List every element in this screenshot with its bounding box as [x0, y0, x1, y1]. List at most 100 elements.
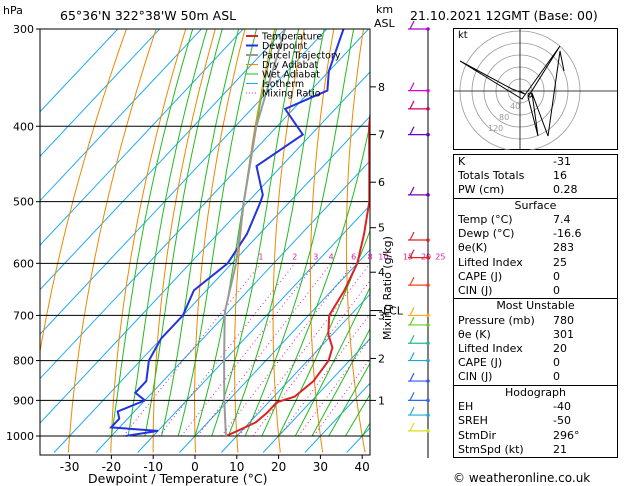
isotherm-line	[53, 115, 370, 453]
isotherm-line	[40, 29, 286, 291]
wind-level-dot	[426, 132, 430, 137]
dry-adiabat-line	[381, 18, 407, 453]
index-label: CIN (J)	[458, 370, 493, 384]
index-row: CAPE (J) 0	[454, 356, 617, 370]
isotherm-line	[40, 29, 161, 157]
isotherm-line	[95, 160, 370, 453]
index-value: 0	[553, 269, 560, 283]
wind-level-dot	[426, 323, 430, 327]
wind-barb-flag	[409, 406, 415, 416]
index-row: CAPE (J) 0	[454, 270, 617, 284]
wet-adiabat-line	[244, 29, 355, 437]
wind-level-dot	[426, 27, 430, 31]
indices-panel: K -31 Totals Totals 16 PW (cm) 0.28 Surface T…	[453, 154, 618, 458]
x-tick-label: 10	[229, 460, 244, 474]
mixing-ratio-line	[252, 280, 370, 437]
wet-adiabat-line	[211, 29, 300, 437]
wind-level-dot	[426, 255, 430, 260]
wet-adiabat-line	[311, 327, 370, 437]
mixing-ratio-label: 6	[351, 252, 356, 261]
mixing-ratio-label: 2	[292, 252, 297, 261]
wind-barb-flag	[409, 307, 415, 316]
isotherm-line	[40, 29, 203, 202]
isotherm-line	[137, 204, 370, 453]
isotherm-line	[40, 29, 370, 380]
p-tick-label: 800	[13, 355, 34, 368]
km-tick-label: 3	[378, 309, 385, 322]
x-tick-label: -30	[60, 460, 80, 474]
index-label: PW (cm)	[458, 183, 505, 197]
index-row: θe(K) 283	[454, 241, 617, 255]
surface-box: Surface Temp (°C) 7.4 Dewp (°C) -16.6 θe(K) 2…	[453, 198, 618, 300]
mixing-ratio-line	[313, 357, 370, 437]
index-value: 25	[553, 255, 567, 269]
mixing-ratio-label: 10	[378, 252, 388, 261]
wind-barb-flag	[409, 231, 415, 241]
general-indices-box: K -31 Totals Totals 16 PW (cm) 0.28	[453, 154, 618, 199]
index-label: CAPE (J)	[458, 269, 503, 283]
km-tick-label: 2	[378, 352, 385, 365]
index-value: 0	[553, 356, 560, 370]
mixing-ratio-line	[180, 262, 317, 437]
wind-level-dot	[426, 341, 430, 346]
dry-adiabat-line	[152, 29, 216, 453]
index-value: -40	[553, 400, 571, 414]
index-value: -16.6	[553, 227, 582, 241]
most-unstable-title: Most Unstable	[496, 299, 575, 313]
index-row: Lifted Index 20	[454, 342, 617, 356]
pressure-unit-label: hPa	[3, 4, 23, 17]
legend-label: Mixing Ratio	[262, 89, 321, 100]
index-value: 0	[553, 284, 560, 297]
index-label: Lifted Index	[458, 342, 523, 356]
index-label: EH	[458, 400, 474, 414]
station-label: 65°36'N 322°38'W 50m ASL	[60, 8, 237, 23]
index-row: Temp (°C) 7.4	[454, 213, 617, 227]
wind-barb-flag	[409, 392, 415, 401]
wind-level-dot	[426, 429, 430, 433]
wind-level-dot	[426, 238, 430, 242]
index-value: 780	[553, 313, 574, 327]
wind-level-dot	[426, 193, 430, 197]
wet-adiabat-line	[161, 29, 240, 437]
wind-barb-flag	[409, 126, 415, 135]
wind-level-dot	[426, 88, 430, 93]
wind-level-dot	[426, 107, 430, 111]
km-tick-label: 6	[378, 176, 385, 189]
wind-level-dot	[426, 358, 430, 363]
wind-barb-flag	[409, 352, 415, 361]
legend-label: Isotherm	[262, 79, 304, 90]
legend-label: Parcel Trajectory	[262, 51, 341, 62]
hodograph-trace	[459, 45, 565, 137]
wind-barb-flag	[409, 186, 415, 196]
index-row: Dewp (°C) -16.6	[454, 227, 617, 241]
dry-adiabat-line	[272, 29, 305, 453]
isotherm-line	[220, 293, 370, 453]
wind-level-dot	[426, 313, 430, 318]
hodograph-indices-box: Hodograph EH -40 SREH -50 StmDir 296° StmSpd (…	[453, 385, 618, 458]
isotherm-line	[40, 29, 244, 246]
dry-adiabat-line	[194, 29, 246, 453]
wind-barb-flag	[409, 249, 415, 258]
lcl-label: LCL	[383, 305, 404, 318]
mixing-ratio-axis-title: Mixing Ratio (g/kg)	[381, 236, 394, 340]
index-value: -31	[553, 155, 571, 168]
mixing-ratio-label: 1	[258, 252, 263, 261]
wet-adiabat-line	[177, 29, 258, 437]
x-tick-label: 30	[313, 460, 328, 474]
wind-barb-flag	[409, 372, 415, 382]
x-tick-label: 20	[271, 460, 286, 474]
dry-adiabat-line	[234, 29, 276, 453]
isotherm-line	[40, 29, 328, 335]
index-row: θe (K) 301	[454, 328, 617, 342]
x-axis-title: Dewpoint / Temperature (°C)	[88, 471, 268, 486]
hodograph-ring-label: 120	[488, 124, 503, 133]
dewpoint-line	[108, 29, 345, 437]
index-value: 296°	[553, 428, 580, 442]
wind-level-dot	[426, 379, 430, 383]
mixing-ratio-label: 25	[435, 252, 445, 261]
dry-adiabat-line	[110, 29, 187, 453]
index-label: Pressure (mb)	[458, 313, 535, 327]
mixing-ratio-label: 8	[368, 252, 373, 261]
